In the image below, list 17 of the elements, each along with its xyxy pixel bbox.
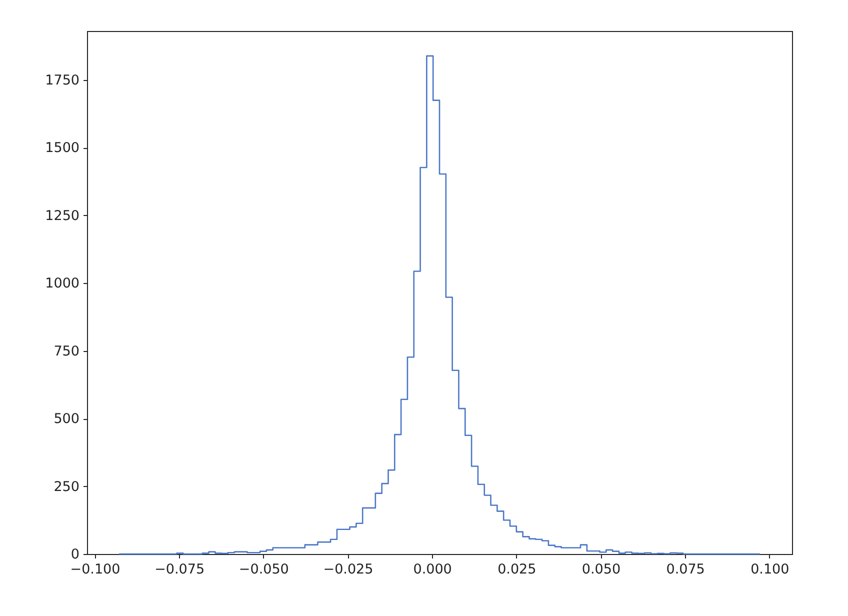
x-tick-label: 0.075 [666, 562, 705, 578]
x-tick-label: 0.025 [498, 562, 536, 578]
y-tick-label: 1250 [45, 208, 80, 224]
y-tick-label: 750 [54, 343, 80, 360]
y-tick-label: 1000 [45, 276, 80, 292]
x-tick-label: −0.025 [323, 562, 374, 578]
x-tick-label: −0.075 [154, 562, 205, 578]
y-tick-label: 0 [70, 546, 80, 562]
y-tick-label: 1500 [45, 140, 80, 156]
y-tick-label: 500 [54, 411, 80, 428]
y-tick-label: 1750 [45, 72, 80, 89]
x-tick-label: 0.100 [750, 562, 790, 578]
x-tick-label: 0.000 [413, 562, 452, 578]
x-tick-label: 0.050 [582, 562, 621, 578]
y-tick-label: 250 [54, 478, 80, 495]
x-tick-label: −0.050 [238, 562, 289, 578]
x-tick-label: −0.100 [70, 562, 120, 578]
